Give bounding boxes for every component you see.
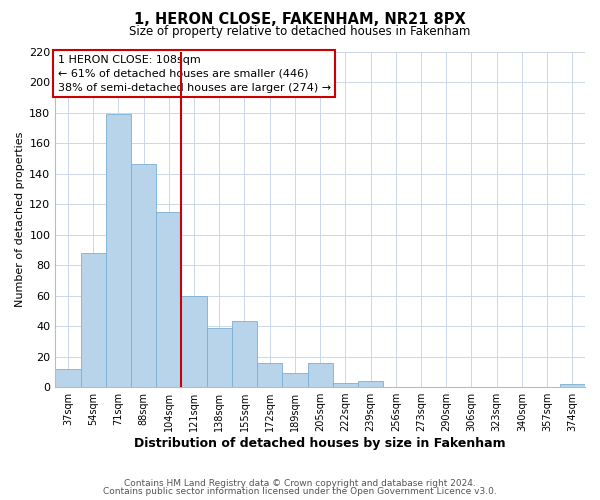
Bar — [181, 296, 206, 387]
Text: 1 HERON CLOSE: 108sqm
← 61% of detached houses are smaller (446)
38% of semi-det: 1 HERON CLOSE: 108sqm ← 61% of detached … — [58, 55, 331, 93]
Bar — [358, 381, 383, 387]
Bar — [232, 322, 257, 387]
Bar — [257, 362, 283, 387]
Bar — [80, 253, 106, 387]
Bar — [333, 382, 358, 387]
Bar — [206, 328, 232, 387]
Bar — [55, 369, 80, 387]
Bar — [308, 362, 333, 387]
Y-axis label: Number of detached properties: Number of detached properties — [15, 132, 25, 307]
Bar — [131, 164, 156, 387]
Text: Contains public sector information licensed under the Open Government Licence v3: Contains public sector information licen… — [103, 487, 497, 496]
Text: Contains HM Land Registry data © Crown copyright and database right 2024.: Contains HM Land Registry data © Crown c… — [124, 478, 476, 488]
X-axis label: Distribution of detached houses by size in Fakenham: Distribution of detached houses by size … — [134, 437, 506, 450]
Bar — [560, 384, 585, 387]
Bar — [156, 212, 181, 387]
Text: Size of property relative to detached houses in Fakenham: Size of property relative to detached ho… — [130, 25, 470, 38]
Bar — [283, 374, 308, 387]
Bar — [106, 114, 131, 387]
Text: 1, HERON CLOSE, FAKENHAM, NR21 8PX: 1, HERON CLOSE, FAKENHAM, NR21 8PX — [134, 12, 466, 28]
